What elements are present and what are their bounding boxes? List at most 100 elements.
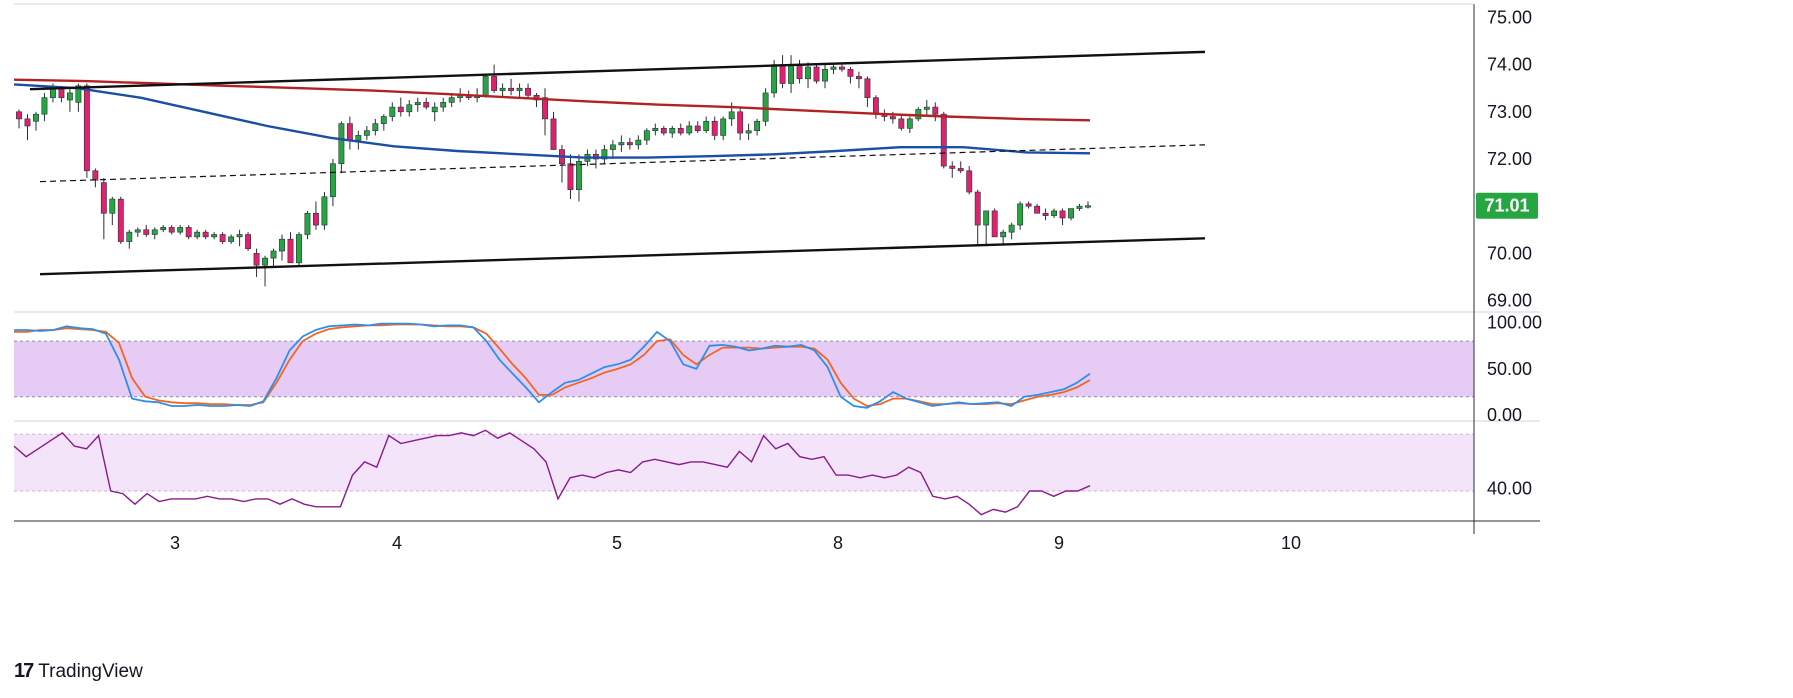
tradingview-logo-icon: 17 (14, 660, 34, 682)
price-tick-label: 75.00 (1487, 7, 1532, 27)
candle-body (338, 123, 345, 165)
candle-body (202, 231, 209, 238)
channel-upper-line (29, 50, 1206, 91)
candle (406, 100, 413, 117)
candle (499, 83, 506, 98)
candle-body (109, 198, 116, 214)
candle (1051, 208, 1057, 218)
candle-body (847, 69, 854, 77)
candle (245, 232, 252, 252)
candle-body (346, 123, 353, 141)
candle (550, 111, 557, 150)
candle (839, 64, 845, 72)
candle (440, 97, 447, 112)
candle-body (635, 139, 642, 146)
candle-body (626, 142, 633, 146)
candle-body (906, 118, 913, 129)
price-tick-label: 70.00 (1487, 243, 1532, 263)
candle (1068, 208, 1074, 221)
tradingview-logo[interactable]: 17 TradingView (14, 660, 143, 683)
candle-body (380, 116, 387, 124)
candle-body (822, 69, 828, 82)
candle (236, 229, 243, 247)
candle-body (618, 142, 625, 146)
candle (745, 123, 752, 141)
candle-body (966, 170, 973, 193)
candle-body (872, 97, 879, 115)
candle (1085, 201, 1091, 209)
candle-body (991, 210, 998, 238)
candle-body (491, 76, 498, 91)
candle-body (762, 92, 769, 122)
candle (279, 234, 285, 261)
candle-body (728, 111, 735, 120)
candle (100, 177, 107, 240)
candle (143, 225, 150, 237)
candle-body (516, 87, 523, 91)
candle (830, 64, 837, 75)
candle-body (1025, 203, 1032, 207)
candle-body (813, 66, 820, 82)
candle-body (839, 66, 845, 70)
candle-body (245, 234, 252, 249)
candle-body (609, 144, 616, 150)
candle (542, 88, 548, 136)
tradingview-logo-text: TradingView (38, 660, 143, 682)
candle (906, 116, 913, 134)
candle (703, 116, 710, 134)
candle (626, 137, 633, 150)
candle-body (75, 85, 82, 103)
candle (813, 64, 820, 84)
candle (109, 196, 116, 226)
candle-body (542, 97, 548, 120)
candle-body (296, 234, 302, 264)
candle-body (177, 227, 184, 233)
candle-body (940, 113, 947, 167)
candle (822, 64, 828, 89)
candle-body (983, 210, 990, 226)
candle-body (1085, 205, 1091, 208)
candle-body (660, 128, 667, 134)
candle (287, 232, 294, 264)
candle-body (151, 229, 158, 235)
candle (991, 208, 998, 238)
candle-body (24, 118, 31, 127)
candle (796, 59, 803, 84)
candle-body (83, 85, 90, 172)
candle (262, 255, 268, 287)
candle-body (92, 170, 99, 181)
candle-body (694, 125, 701, 131)
candle (66, 88, 73, 112)
candle-body (389, 106, 396, 117)
candle-body (397, 106, 404, 113)
candle-body (58, 87, 65, 98)
candle (33, 111, 39, 131)
candle (126, 229, 133, 249)
ma-red-line (13, 78, 1091, 122)
candle (202, 229, 209, 240)
candle (1017, 201, 1024, 230)
candle (117, 196, 124, 244)
rsi-tick-label: 40.00 (1487, 478, 1532, 498)
candle (270, 248, 277, 268)
candle (363, 125, 370, 141)
candle-body (279, 238, 285, 252)
stoch-tick-label: 100.00 (1487, 313, 1542, 333)
candle-body (652, 128, 659, 131)
candle-body (236, 234, 243, 238)
time-tick-label: 5 (612, 533, 622, 553)
candle-body (855, 76, 862, 80)
candle-body (228, 236, 235, 242)
candle (855, 71, 862, 89)
candle-body (703, 120, 710, 131)
candle-body (270, 250, 277, 259)
candle (219, 232, 226, 244)
candle-body (440, 102, 447, 108)
candle-body (321, 196, 328, 226)
candle-body (601, 149, 608, 160)
candle (779, 55, 786, 89)
candle (151, 227, 158, 240)
candle-body (1042, 212, 1049, 216)
candle-body (805, 66, 811, 80)
